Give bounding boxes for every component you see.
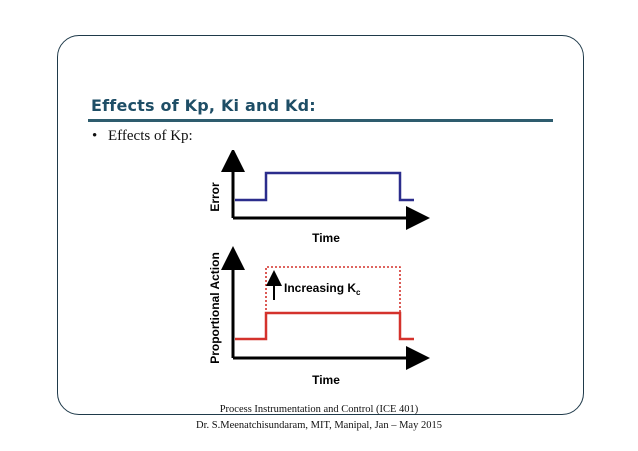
error-plot: Error Time — [208, 150, 430, 245]
slide-frame — [57, 35, 584, 415]
pa-x-label: Time — [312, 373, 340, 387]
increasing-kc-text: Increasing K — [284, 281, 356, 295]
error-y-label: Error — [208, 182, 222, 212]
error-x-label: Time — [312, 231, 340, 245]
bullet-item: • Effects of Kp: — [92, 128, 193, 145]
pa-y-label: Proportional Action — [208, 252, 222, 364]
proportional-action-plot: Increasing Kc Proportional Action Time — [208, 246, 430, 387]
bullet-text: Effects of Kp: — [108, 128, 193, 144]
footer-author: Dr. S.Meenatchisundaram, MIT, Manipal, J… — [196, 420, 442, 431]
pa-signal-line — [235, 311, 414, 341]
footer-course: Process Instrumentation and Control (ICE… — [219, 404, 419, 415]
kp-effect-figure: Error Time Increasing Kc Proportional Ac… — [208, 150, 430, 387]
increasing-kc-label: Increasing Kc — [284, 281, 361, 297]
bullet-marker: • — [92, 128, 98, 144]
title-underline — [88, 119, 553, 122]
slide-title: Effects of Kp, Ki and Kd: — [91, 96, 316, 115]
pa-dotted-line — [265, 266, 401, 338]
error-signal-line — [235, 171, 414, 202]
increasing-kc-subscript: c — [356, 288, 361, 297]
